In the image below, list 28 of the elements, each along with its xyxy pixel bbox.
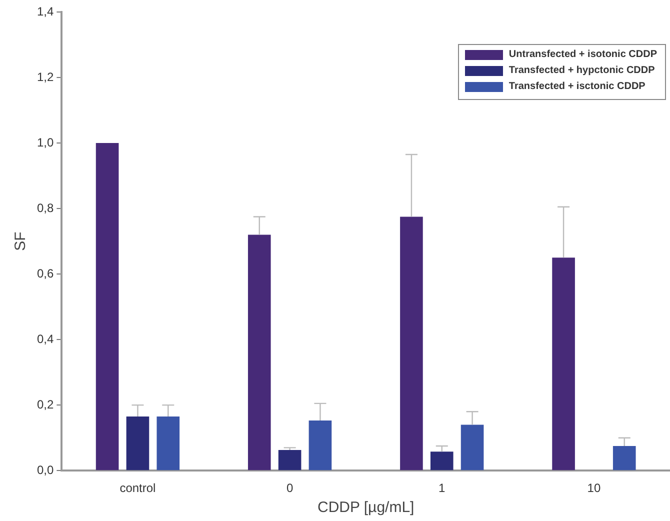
x-axis-title: CDDP [µg/mL] <box>317 499 414 516</box>
bar <box>430 452 454 470</box>
legend-label: Transfected + hypctonic CDDP <box>508 65 655 76</box>
x-tick-label: 0 <box>286 481 294 496</box>
legend-label: Untransfected + isotonic CDDP <box>508 49 657 60</box>
y-tick-label: 0,8 <box>36 200 54 215</box>
bar <box>126 416 150 470</box>
y-tick-label: 0,2 <box>36 397 54 412</box>
bar <box>552 258 575 470</box>
bar <box>460 424 484 470</box>
x-tick-label: 1 <box>438 481 446 496</box>
y-tick-label: 0,0 <box>36 462 54 477</box>
y-tick-label: 1,2 <box>36 70 54 84</box>
bar <box>400 216 423 470</box>
y-tick-label: 1,4 <box>36 4 54 18</box>
bar <box>96 143 119 470</box>
bar <box>278 450 302 470</box>
bar <box>308 420 332 470</box>
y-tick-label: 1,0 <box>36 135 54 150</box>
bar <box>248 234 271 470</box>
legend-label: Transfected + isctonic CDDP <box>508 81 646 92</box>
bar <box>156 416 180 470</box>
x-tick-label: 10 <box>587 481 601 496</box>
x-tick-label: control <box>120 481 156 496</box>
bar <box>612 446 636 470</box>
y-tick-label: 0,4 <box>36 332 54 346</box>
y-tick-label: 0,6 <box>36 266 54 280</box>
y-axis-title: SF <box>12 232 30 251</box>
